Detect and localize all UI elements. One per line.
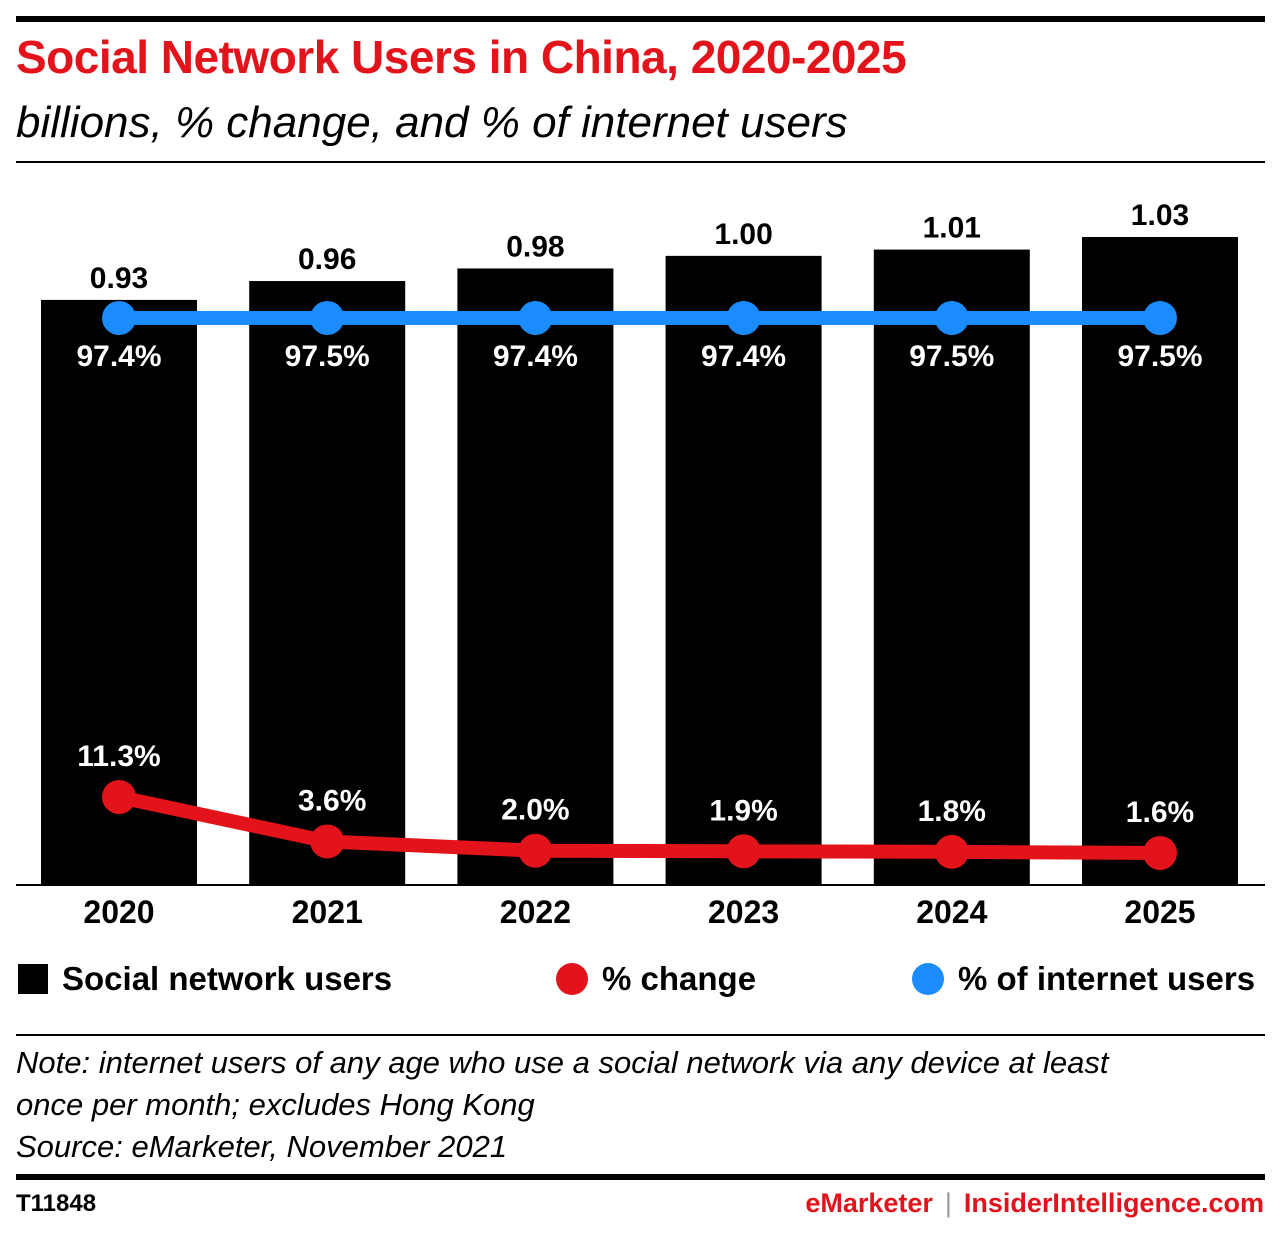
legend-red-dot [556,963,588,995]
share-point-2022 [518,301,553,335]
change-point-2021 [310,824,345,859]
footer-rule [16,1174,1265,1180]
bar-value-label-2024: 1.01 [923,212,981,245]
bar-2024 [873,249,1030,885]
change-point-2020 [102,780,136,814]
labels-layer: 0.93 2020 0.96 2021 0.98 2022 1.00 2023 1.01 2024… [76,199,1202,930]
share-label-2024: 97.5% [909,340,994,373]
x-tick-label-2021: 2021 [292,894,363,930]
share-label-2023: 97.4% [701,340,786,373]
legend-bar-swatch [18,964,48,994]
legend-social-network-users: Social network users [18,960,392,998]
bar-value-label-2022: 0.98 [506,230,564,263]
share-point-2023 [726,301,761,335]
note-line-1: Note: internet users of any age who use … [16,1045,1109,1080]
share-point-2021 [310,301,345,335]
footer-brand: eMarketer | InsiderIntelligence.com [805,1188,1264,1219]
bar-2021 [249,281,406,886]
bar-value-label-2023: 1.00 [714,218,772,251]
chart-title: Social Network Users in China, 2020-2025 [16,31,907,83]
share-label-2021: 97.5% [285,340,370,373]
change-label-2024: 1.8% [918,795,986,828]
note-line-2: once per month; excludes Hong Kong [16,1087,535,1122]
legend-label-bars: Social network users [62,960,393,997]
share-point-2020 [102,301,136,335]
share-label-2022: 97.4% [493,340,578,373]
notes-rule [16,1034,1265,1036]
change-label-2021: 3.6% [298,784,366,817]
change-point-2022 [518,833,553,868]
share-label-2020: 97.4% [76,340,161,373]
legend-percent-internet-users: % of internet users [912,960,1255,998]
insider-intelligence-link[interactable]: InsiderIntelligence.com [963,1188,1264,1218]
bar-value-label-2020: 0.93 [90,262,148,295]
chart-area: 0.93 2020 0.96 2021 0.98 2022 1.00 2023 1.01 2024… [16,199,1265,930]
change-label-2022: 2.0% [501,794,569,827]
x-tick-label-2024: 2024 [916,894,987,930]
change-label-2023: 1.9% [709,794,777,827]
x-tick-label-2023: 2023 [708,894,779,930]
x-tick-label-2020: 2020 [83,894,154,930]
emarketer-logo-text: eMarketer [805,1188,933,1218]
top-rule [16,16,1265,22]
chart-id: T11848 [16,1190,97,1217]
legend-blue-dot [912,963,944,995]
bar-2025 [1082,237,1238,885]
change-point-2025 [1143,836,1177,870]
change-line [112,790,1167,860]
legend-percent-change: % change [556,960,756,998]
bar-value-label-2021: 0.96 [298,243,356,276]
legend-label-change: % change [602,960,757,997]
x-tick-label-2022: 2022 [500,894,571,930]
bar-2023 [665,255,822,885]
header-rule [16,161,1265,163]
share-point-2025 [1143,301,1177,335]
bar-value-label-2025: 1.03 [1131,199,1189,232]
notes: Note: internet users of any age who use … [16,1042,1266,1168]
change-point-2023 [726,834,761,869]
bars-layer [41,237,1238,886]
x-tick-label-2025: 2025 [1124,894,1195,930]
share-label-2025: 97.5% [1117,340,1202,373]
brand-separator: | [944,1188,952,1218]
change-label-2020: 11.3% [77,740,160,773]
bar-2022 [457,268,614,885]
legend-label-share: % of internet users [958,960,1256,997]
chart-subtitle: billions, % change, and % of internet us… [16,98,848,147]
source-line: Source: eMarketer, November 2021 [16,1129,508,1164]
share-point-2024 [934,301,969,335]
change-point-2024 [934,834,969,869]
change-label-2025: 1.6% [1126,796,1194,829]
lines-layer [102,301,1177,870]
